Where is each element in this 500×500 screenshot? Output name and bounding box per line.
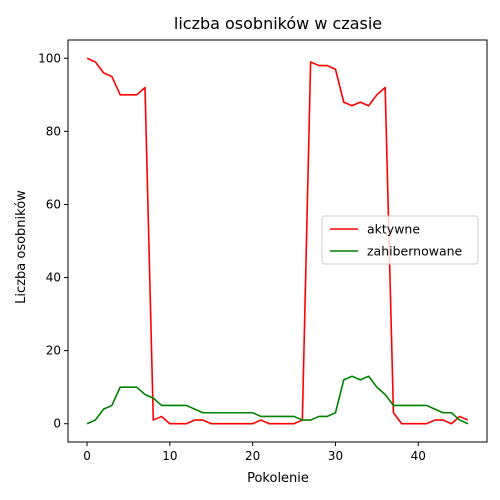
series-line-aktywne: [86, 57, 469, 425]
legend: aktywne zahibernowane: [321, 215, 479, 265]
legend-label-zahibernowane: zahibernowane: [367, 244, 463, 259]
y-tick-label: 60: [46, 197, 61, 211]
y-axis-ticks: 0 20 40 60 80 100: [38, 51, 68, 431]
legend-box: [321, 215, 479, 265]
chart-title: liczba osobników w czasie: [174, 14, 382, 33]
plot-frame: [67, 39, 488, 443]
x-axis-ticks: 0 10 20 30 40: [83, 442, 426, 463]
y-tick-label: 40: [46, 271, 61, 285]
x-tick-label: 10: [162, 449, 177, 463]
legend-label-aktywne: aktywne: [367, 222, 420, 237]
x-tick-label: 0: [83, 449, 91, 463]
y-tick-label: 80: [46, 124, 61, 138]
y-axis-label: Liczba osobników: [14, 190, 29, 304]
plot-area: [67, 39, 488, 443]
x-tick-label: 20: [245, 449, 260, 463]
y-tick-label: 100: [38, 51, 61, 65]
x-axis-label: Pokolenie: [247, 471, 309, 486]
series-line-zahibernowane: [86, 375, 469, 425]
x-tick-label: 40: [411, 449, 426, 463]
y-tick-label: 0: [53, 417, 61, 431]
x-tick-label: 30: [328, 449, 343, 463]
y-tick-label: 20: [46, 344, 61, 358]
